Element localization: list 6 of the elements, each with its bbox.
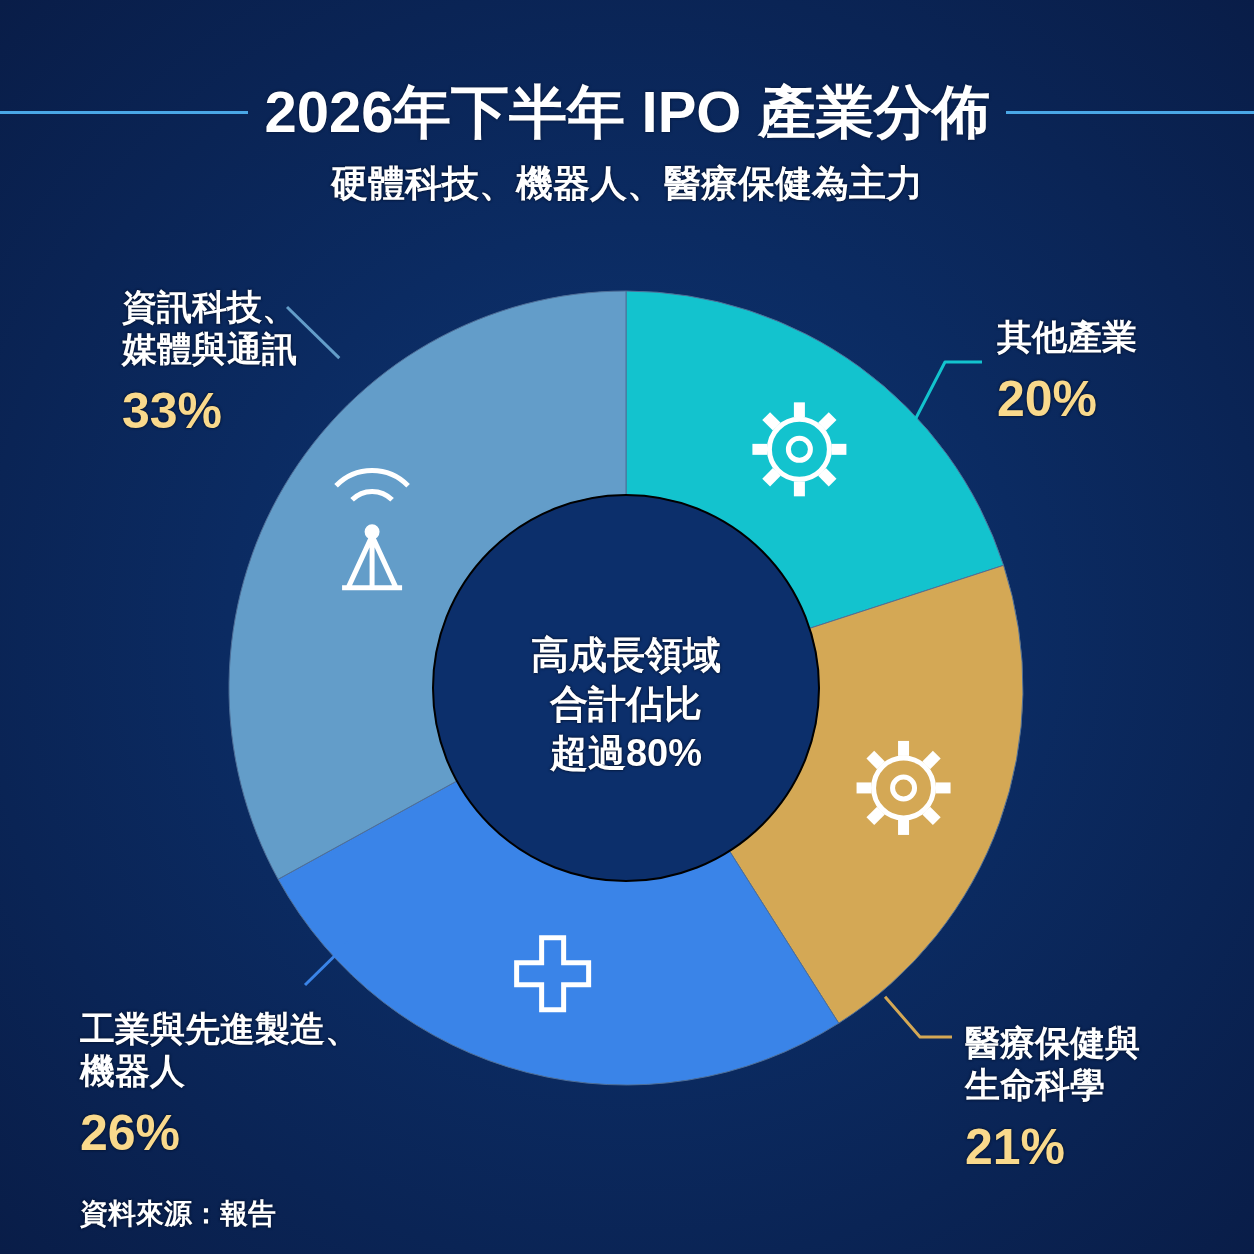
annotation: 資料來源：報告 (80, 1197, 276, 1231)
title: 2026年下半年 IPO 產業分佈 (264, 78, 990, 146)
annotation: 合計佔比 (549, 681, 703, 727)
annotation: 超過80% (548, 730, 704, 776)
subtitle: 硬體科技、機器人、醫療保健為主力 (329, 162, 924, 206)
annotation: 高成長領域 (530, 632, 722, 678)
